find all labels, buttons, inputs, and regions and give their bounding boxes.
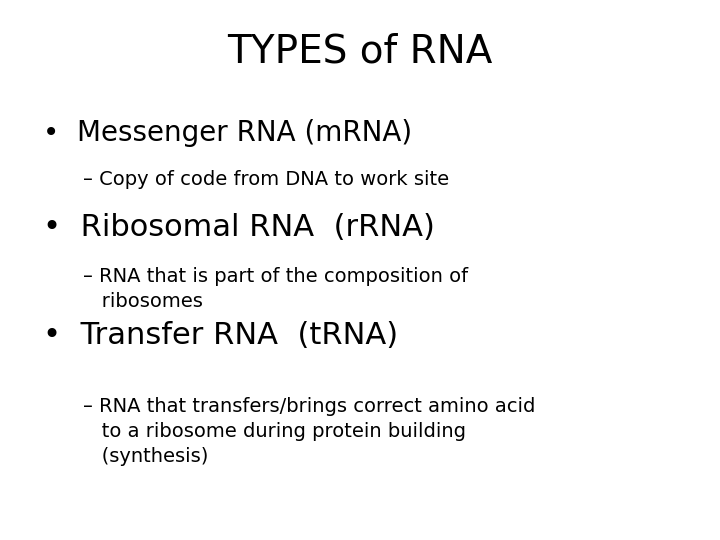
Text: – RNA that transfers/brings correct amino acid
   to a ribosome during protein b: – RNA that transfers/brings correct amin… bbox=[83, 397, 535, 466]
Text: – RNA that is part of the composition of
   ribosomes: – RNA that is part of the composition of… bbox=[83, 267, 468, 311]
Text: – Copy of code from DNA to work site: – Copy of code from DNA to work site bbox=[83, 170, 449, 189]
Text: •  Ribosomal RNA  (rRNA): • Ribosomal RNA (rRNA) bbox=[43, 213, 435, 242]
Text: TYPES of RNA: TYPES of RNA bbox=[228, 32, 492, 70]
Text: •  Transfer RNA  (tRNA): • Transfer RNA (tRNA) bbox=[43, 321, 398, 350]
Text: •  Messenger RNA (mRNA): • Messenger RNA (mRNA) bbox=[43, 119, 413, 147]
